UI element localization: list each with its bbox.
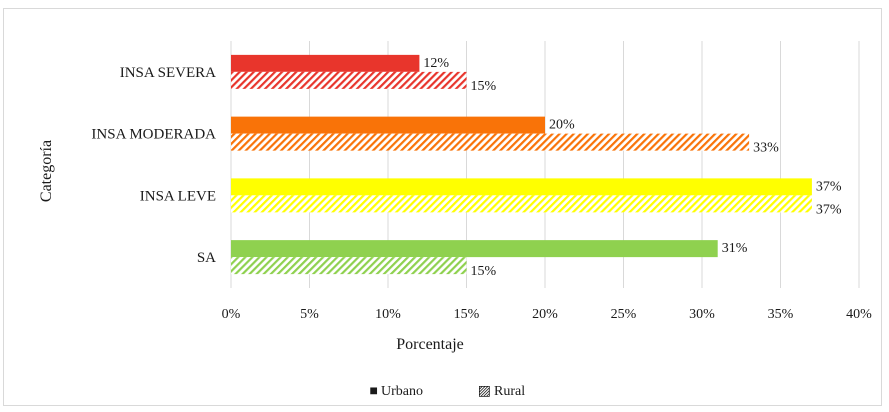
x-tick-label: 35% (768, 307, 794, 322)
x-tick-label: 25% (611, 307, 637, 322)
bar-urbano-insa-severa (231, 54, 420, 72)
bar-urbano-sa (231, 240, 718, 258)
x-tick-label: 20% (532, 307, 558, 322)
data-label-rural-insa-leve: 37% (816, 202, 842, 217)
chart-frame: 12% 15% 20% 33% 37% 37% 31% 15% INSA SEVERA INSA… (3, 8, 882, 406)
data-label-urbano-insa-moderada: 20% (549, 118, 575, 133)
bar-urbano-insa-leve (231, 178, 812, 196)
data-label-rural-insa-moderada: 33% (753, 141, 779, 156)
bars (231, 54, 812, 275)
x-axis-title: Porcentaje (396, 336, 464, 353)
data-label-rural-sa: 15% (471, 264, 497, 279)
bar-urbano-insa-moderada (231, 116, 545, 134)
legend: ■ Urbano ▨ Rural (370, 384, 526, 399)
bar-chart: 12%15%20%33%37%37%31%15% INSA SEVERAINSA… (38, 41, 873, 399)
legend-item-rural: Rural (494, 384, 525, 399)
data-label-urbano-insa-leve: 37% (816, 179, 842, 194)
bar-rural-sa (231, 257, 467, 275)
x-tick-label: 5% (300, 307, 319, 322)
x-tick-label: 40% (846, 307, 872, 322)
data-label-urbano-insa-severa: 12% (423, 56, 449, 71)
x-tick-label: 30% (689, 307, 715, 322)
category-label-insa-leve: INSA LEVE (140, 188, 216, 204)
data-label-urbano-sa: 31% (722, 241, 748, 256)
category-labels: INSA SEVERA INSA MODERADA INSA LEVE SA (91, 65, 216, 266)
legend-mark-rural: ▨ (478, 384, 491, 399)
bar-rural-insa-severa (231, 71, 467, 89)
category-label-sa: SA (197, 250, 216, 266)
x-tick-labels: 0% 5% 10% 15% 20% 25% 30% 35% 40% (222, 307, 873, 322)
bar-rural-insa-leve (231, 195, 812, 213)
legend-mark-urbano: ■ (370, 384, 378, 399)
data-labels: 12% 15% 20% 33% 37% 37% 31% 15% (423, 56, 842, 279)
x-tick-label: 0% (222, 307, 241, 322)
legend-item-urbano: Urbano (381, 384, 423, 399)
data-label-rural-insa-severa: 15% (471, 79, 497, 94)
category-label-insa-severa: INSA SEVERA (120, 65, 216, 81)
y-axis-title: Categoría (38, 140, 55, 202)
x-tick-label: 10% (375, 307, 401, 322)
bar-rural-insa-moderada (231, 133, 750, 151)
x-tick-label: 15% (454, 307, 480, 322)
category-label-insa-moderada: INSA MODERADA (91, 127, 216, 143)
